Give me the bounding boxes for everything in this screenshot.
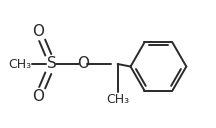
Text: O: O (32, 24, 44, 39)
Text: O: O (32, 89, 44, 104)
Text: CH₃: CH₃ (8, 57, 32, 71)
Text: S: S (47, 56, 57, 72)
Text: O: O (77, 56, 89, 72)
Text: CH₃: CH₃ (106, 93, 129, 106)
